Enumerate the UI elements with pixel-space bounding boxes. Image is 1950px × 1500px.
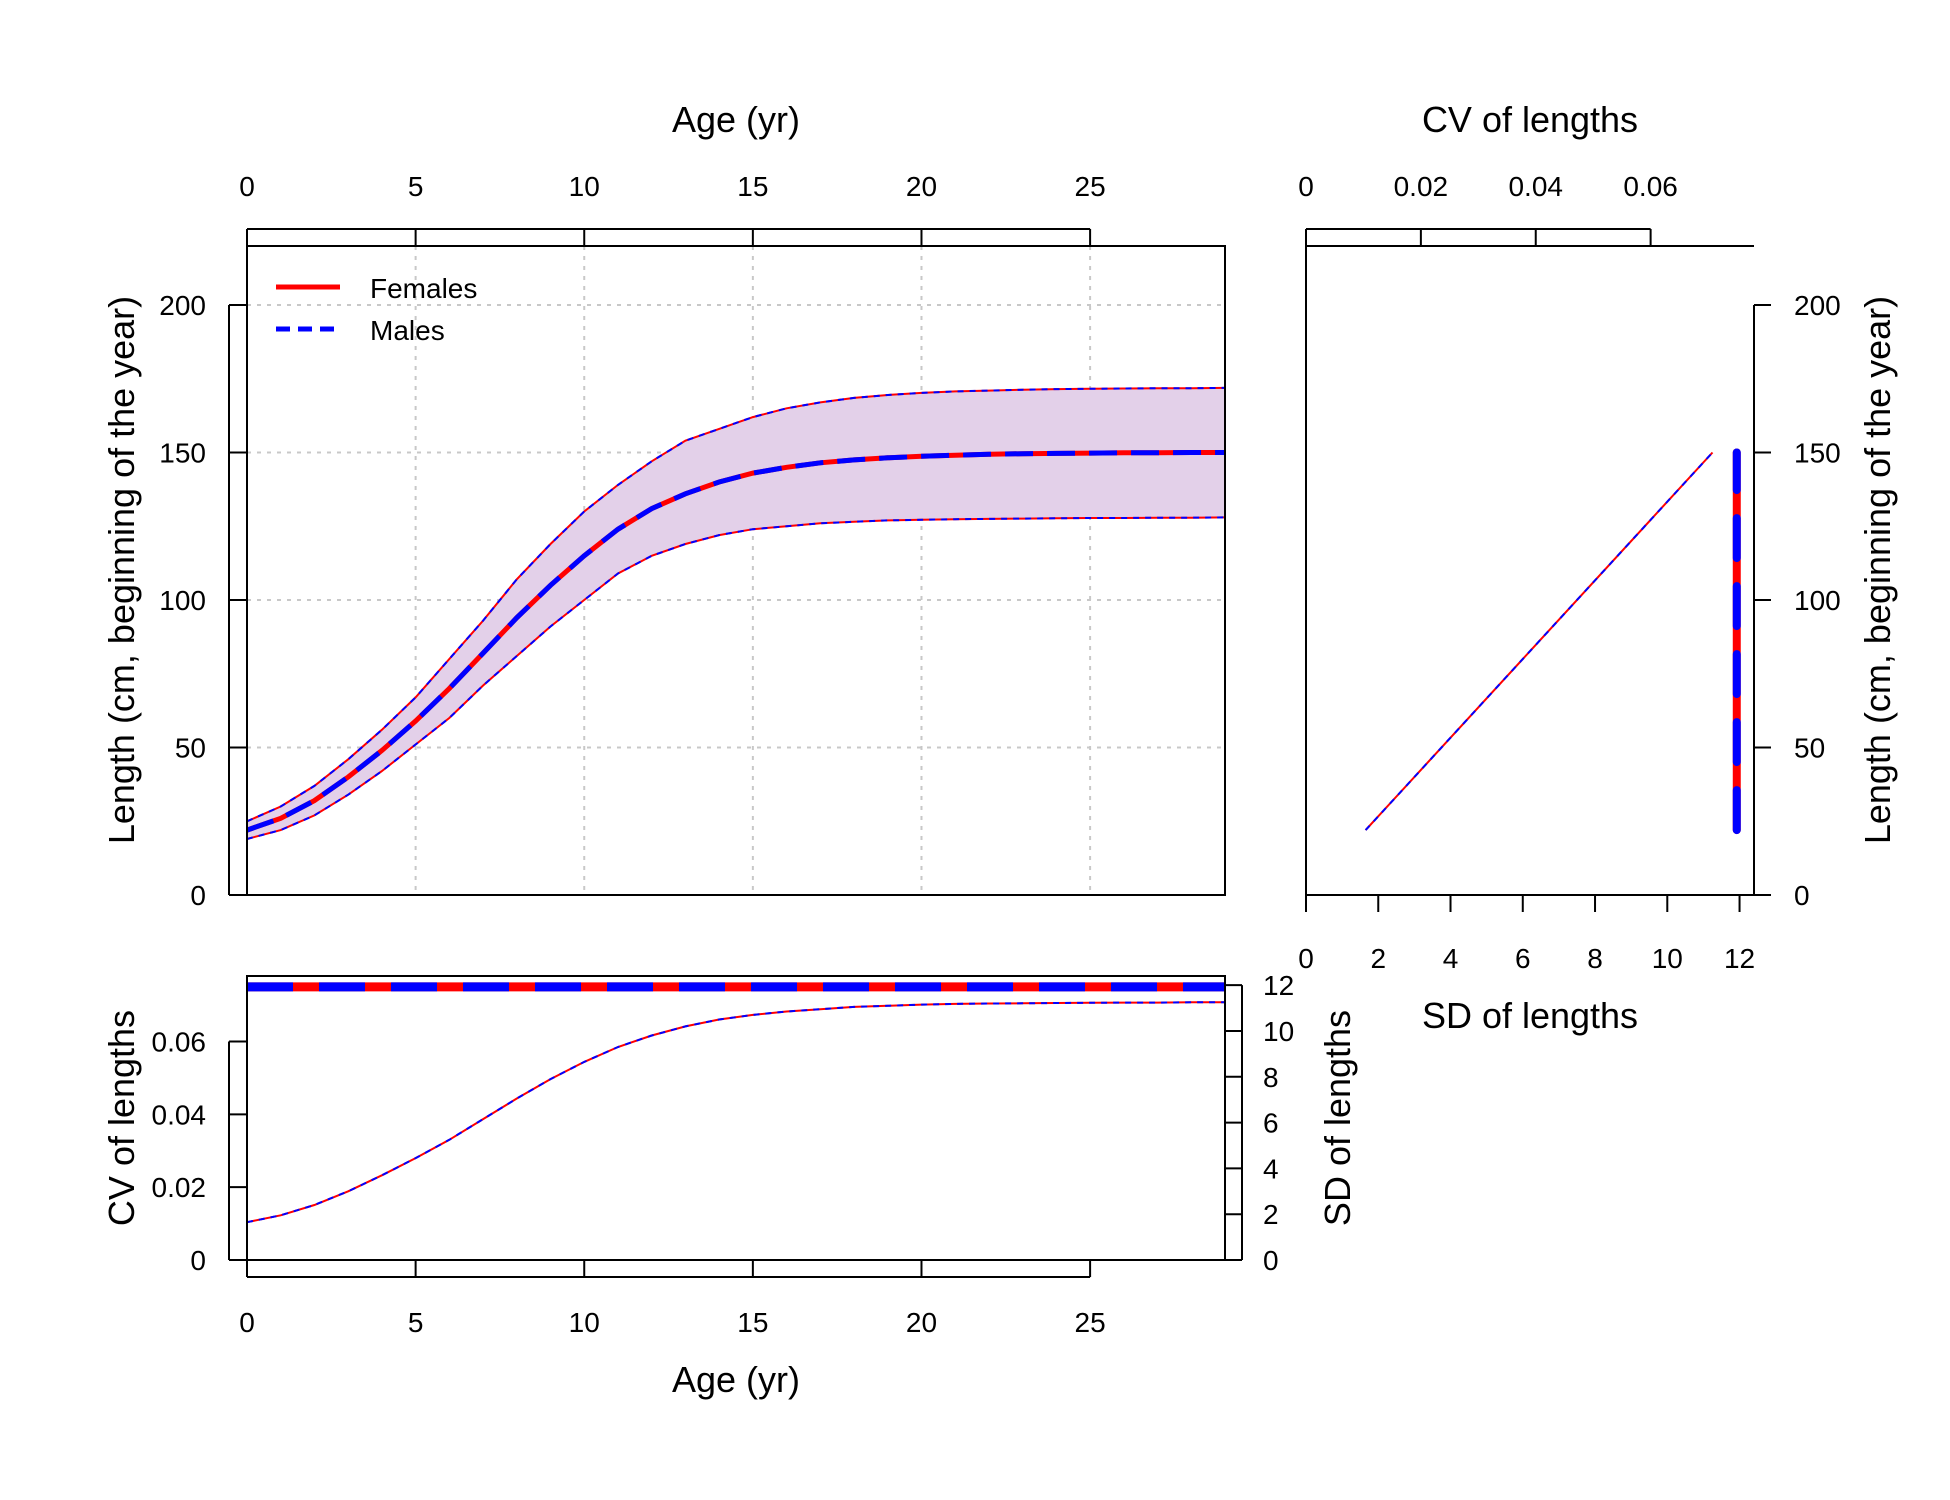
bottom-left-tick-label: 0 bbox=[190, 1245, 206, 1276]
bottom-left-axis-title: CV of lengths bbox=[101, 1010, 142, 1226]
growth-band_lower-males bbox=[246, 516, 1226, 840]
growth-band_lower-females bbox=[246, 516, 1226, 840]
growth-line-males bbox=[246, 450, 1225, 833]
growth-top-tick-label: 15 bbox=[737, 171, 768, 202]
side-top-tick-label: 0.06 bbox=[1623, 171, 1678, 202]
side-bottom-tick-label: 6 bbox=[1515, 943, 1531, 974]
growth-top-tick-label: 25 bbox=[1075, 171, 1106, 202]
side-right-tick-label: 50 bbox=[1794, 733, 1825, 764]
growth-interval-band bbox=[247, 387, 1225, 839]
side-top-axis-title: CV of lengths bbox=[1422, 99, 1638, 140]
growth-band_upper-males bbox=[246, 386, 1226, 823]
bottom-x-tick-label: 5 bbox=[408, 1307, 424, 1338]
bottom-right-tick-label: 12 bbox=[1263, 970, 1294, 1001]
growth-top-axis-title: Age (yr) bbox=[672, 99, 800, 140]
growth-left-tick-label: 150 bbox=[159, 438, 206, 469]
bottom-right-tick-label: 8 bbox=[1263, 1062, 1279, 1093]
side-right-tick-label: 200 bbox=[1794, 290, 1841, 321]
growth-top-tick-label: 0 bbox=[239, 171, 255, 202]
bottom-left-tick-label: 0.02 bbox=[152, 1172, 207, 1203]
growth-top-tick-label: 10 bbox=[569, 171, 600, 202]
bottom-x-tick-label: 0 bbox=[239, 1307, 255, 1338]
side-right-tick-label: 100 bbox=[1794, 585, 1841, 616]
growth-left-tick-label: 50 bbox=[175, 733, 206, 764]
bottom-x-tick-label: 20 bbox=[906, 1307, 937, 1338]
side-bottom-axis-title: SD of lengths bbox=[1422, 995, 1638, 1036]
bottom-right-tick-label: 10 bbox=[1263, 1016, 1294, 1047]
side-top-tick-label: 0 bbox=[1298, 171, 1314, 202]
side-bottom-tick-label: 12 bbox=[1724, 943, 1755, 974]
growth-top-tick-label: 5 bbox=[408, 171, 424, 202]
bottom-right-axis-title: SD of lengths bbox=[1317, 1010, 1358, 1226]
side-right-tick-label: 0 bbox=[1794, 880, 1810, 911]
growth-top-tick-label: 20 bbox=[906, 171, 937, 202]
bottom-left-tick-label: 0.04 bbox=[152, 1099, 207, 1130]
bottom-x-tick-label: 15 bbox=[737, 1307, 768, 1338]
bottom-right-tick-label: 6 bbox=[1263, 1108, 1279, 1139]
side-bottom-tick-label: 4 bbox=[1443, 943, 1459, 974]
bottom-right-tick-label: 0 bbox=[1263, 1245, 1279, 1276]
side-bottom-tick-label: 2 bbox=[1370, 943, 1386, 974]
growth-left-tick-label: 100 bbox=[159, 585, 206, 616]
bottom-sd-line-males bbox=[246, 1001, 1225, 1224]
side-bottom-tick-label: 8 bbox=[1587, 943, 1603, 974]
growth-plot-frame bbox=[246, 245, 1226, 896]
bottom-right-tick-label: 2 bbox=[1263, 1199, 1279, 1230]
side-bottom-tick-label: 10 bbox=[1652, 943, 1683, 974]
side-top-tick-label: 0.04 bbox=[1508, 171, 1563, 202]
bottom-plot-frame bbox=[246, 975, 1226, 1261]
growth-left-tick-label: 200 bbox=[159, 290, 206, 321]
side-top-tick-label: 0.02 bbox=[1394, 171, 1449, 202]
bottom-right-tick-label: 4 bbox=[1263, 1153, 1279, 1184]
growth-left-tick-label: 0 bbox=[190, 880, 206, 911]
side-sd-line-males bbox=[1364, 451, 1714, 831]
bottom-x-axis-title: Age (yr) bbox=[672, 1359, 800, 1400]
bottom-left-tick-label: 0.06 bbox=[152, 1027, 207, 1058]
legend-label-males: Males bbox=[370, 315, 445, 346]
side-right-axis-title: Length (cm, beginning of the year) bbox=[1857, 296, 1898, 844]
bottom-sd-line-females bbox=[246, 1001, 1225, 1224]
legend-label-females: Females bbox=[370, 273, 477, 304]
side-bottom-tick-label: 0 bbox=[1298, 943, 1314, 974]
growth-left-axis-title: Length (cm, beginning of the year) bbox=[101, 296, 142, 844]
side-right-tick-label: 150 bbox=[1794, 438, 1841, 469]
bottom-x-tick-label: 25 bbox=[1075, 1307, 1106, 1338]
bottom-x-tick-label: 10 bbox=[569, 1307, 600, 1338]
